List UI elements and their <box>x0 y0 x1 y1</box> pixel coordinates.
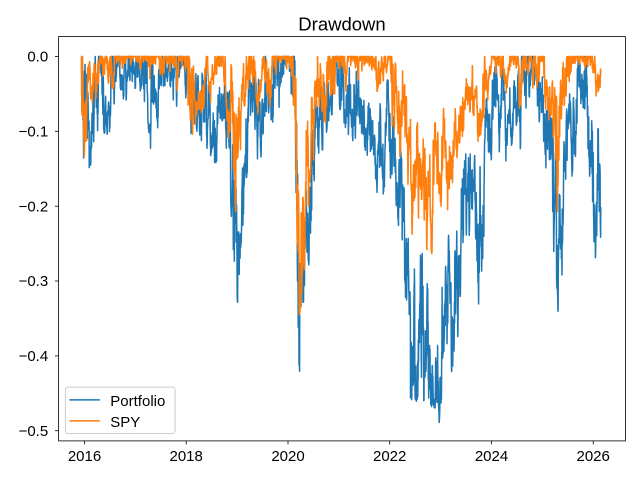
svg-text:2026: 2026 <box>577 448 610 465</box>
svg-text:−0.2: −0.2 <box>19 198 49 215</box>
svg-text:2018: 2018 <box>170 448 203 465</box>
svg-text:2020: 2020 <box>271 448 304 465</box>
svg-text:Portfolio: Portfolio <box>110 393 165 410</box>
svg-text:SPY: SPY <box>110 414 140 431</box>
svg-text:0.0: 0.0 <box>27 49 48 66</box>
svg-text:−0.5: −0.5 <box>19 423 49 440</box>
svg-text:−0.3: −0.3 <box>19 273 49 290</box>
svg-text:2022: 2022 <box>373 448 406 465</box>
svg-text:−0.4: −0.4 <box>19 348 49 365</box>
svg-text:−0.1: −0.1 <box>19 124 49 141</box>
svg-text:2016: 2016 <box>68 448 101 465</box>
svg-text:Drawdown: Drawdown <box>298 14 385 35</box>
svg-text:2024: 2024 <box>475 448 508 465</box>
